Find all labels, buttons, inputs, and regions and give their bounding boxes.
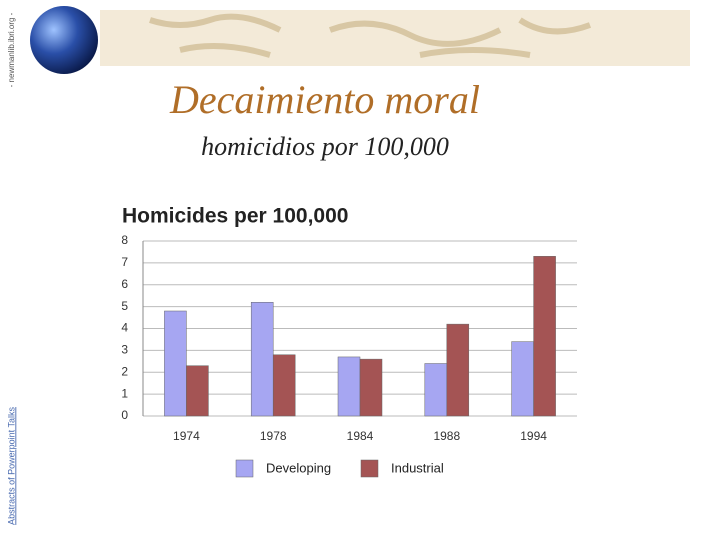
- y-tick-label: 3: [121, 343, 128, 357]
- x-tick-label: 1988: [433, 429, 460, 443]
- y-tick-label: 7: [121, 255, 128, 269]
- bar: [533, 256, 556, 417]
- x-tick-label: 1978: [260, 429, 287, 443]
- legend-swatch: [360, 459, 379, 478]
- x-tick-label: 1984: [347, 429, 374, 443]
- bar: [359, 358, 383, 417]
- x-tick-label: 1974: [173, 429, 200, 443]
- globe: [30, 6, 98, 74]
- y-tick-label: 1: [121, 386, 128, 400]
- legend-label: Industrial: [391, 460, 444, 475]
- y-tick-label: 2: [121, 364, 128, 378]
- legend-swatch: [235, 459, 254, 478]
- slide-title: Decaimiento moral: [169, 77, 480, 122]
- y-tick-label: 4: [121, 321, 128, 335]
- y-tick-label: 0: [121, 408, 128, 422]
- map-banner: [100, 10, 690, 66]
- y-tick-label: 5: [121, 299, 128, 313]
- x-tick-label: 1994: [520, 429, 547, 443]
- bar: [250, 302, 274, 417]
- bar: [272, 354, 296, 417]
- top-note: - newmanlib.ibri.org -: [7, 12, 16, 87]
- chart-title: Homicides per 100,000: [122, 205, 348, 228]
- y-tick-label: 6: [121, 277, 128, 291]
- bar: [186, 365, 209, 417]
- bar: [424, 363, 448, 417]
- slide-subtitle: homicidios por 100,000: [201, 132, 449, 161]
- map-shapes: [149, 13, 592, 58]
- bar: [164, 310, 187, 417]
- side-note: Abstracts of Powerpoint Talks: [6, 407, 16, 525]
- bar: [337, 356, 361, 417]
- y-tick-label: 8: [121, 233, 128, 247]
- bar: [511, 341, 534, 417]
- legend-label: Developing: [266, 460, 331, 475]
- bar: [446, 323, 470, 417]
